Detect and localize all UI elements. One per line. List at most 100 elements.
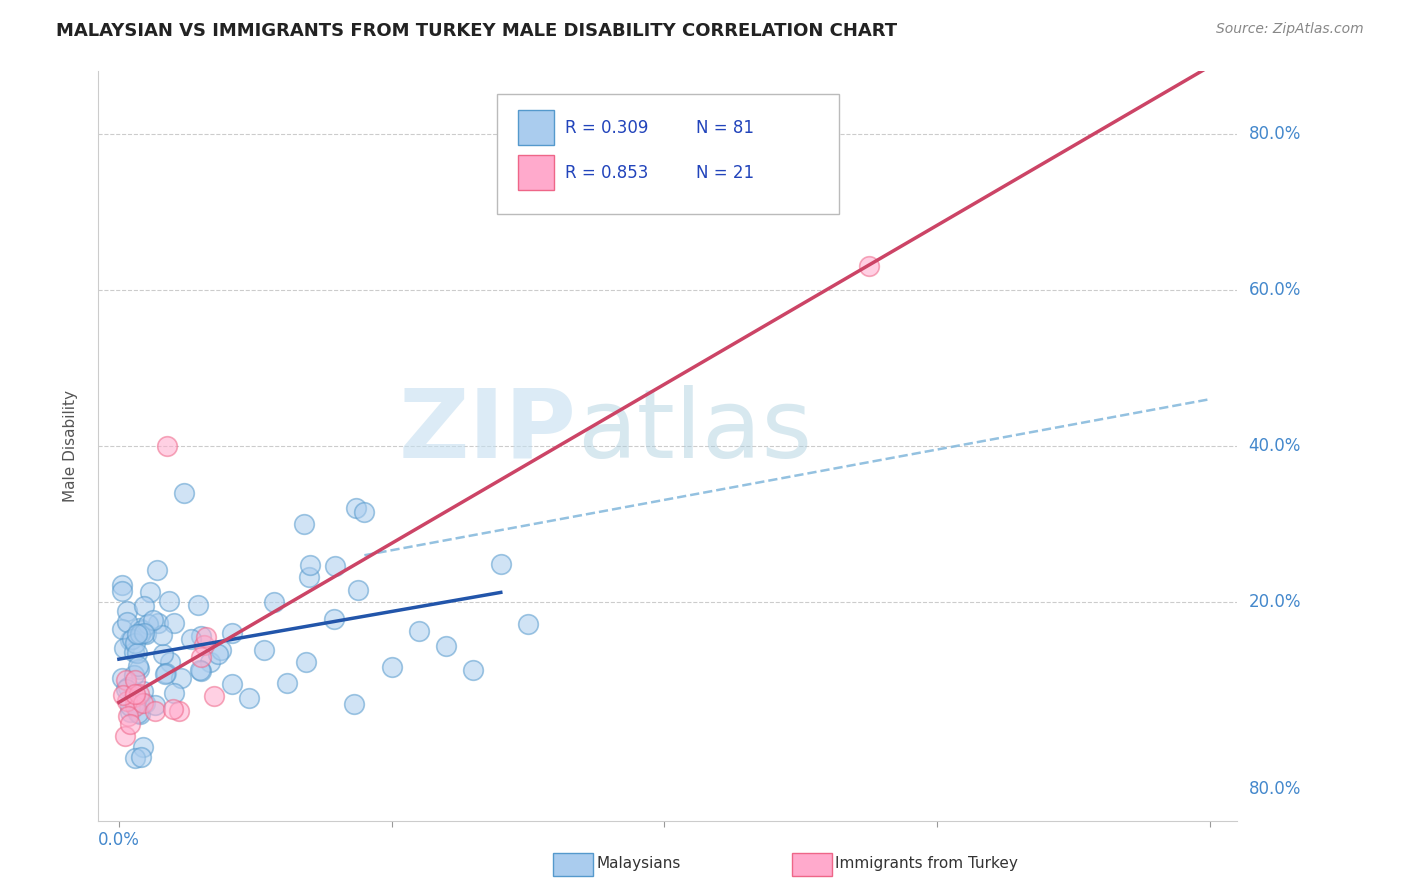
Text: 40.0%: 40.0% xyxy=(1249,437,1301,455)
Point xyxy=(190,650,212,665)
Point xyxy=(125,646,148,660)
Text: R = 0.853: R = 0.853 xyxy=(565,163,648,181)
Point xyxy=(344,501,367,516)
Point xyxy=(124,673,146,687)
Point xyxy=(163,685,186,699)
Point xyxy=(343,697,366,711)
Text: Malaysians: Malaysians xyxy=(596,856,681,871)
FancyBboxPatch shape xyxy=(498,94,839,214)
Text: ZIP: ZIP xyxy=(399,384,576,477)
Point xyxy=(190,630,212,644)
FancyBboxPatch shape xyxy=(517,111,554,145)
Point xyxy=(117,709,139,723)
Point xyxy=(145,563,167,577)
Point xyxy=(132,626,155,640)
Point xyxy=(408,624,430,638)
Y-axis label: Male Disability: Male Disability xyxy=(63,390,77,502)
Point xyxy=(122,668,145,682)
Point xyxy=(128,621,150,635)
Text: N = 21: N = 21 xyxy=(696,163,755,181)
Point xyxy=(157,594,180,608)
Point xyxy=(131,684,153,698)
Point xyxy=(517,616,540,631)
Point xyxy=(139,584,162,599)
Point xyxy=(145,698,167,712)
Point xyxy=(190,664,212,678)
Point xyxy=(124,699,146,714)
Point xyxy=(209,643,232,657)
Point xyxy=(128,662,150,676)
Text: 80.0%: 80.0% xyxy=(1249,125,1301,143)
Point xyxy=(110,583,132,598)
Point xyxy=(135,627,157,641)
Point xyxy=(252,643,274,657)
Point xyxy=(110,577,132,591)
Point xyxy=(121,632,143,646)
Point xyxy=(292,517,315,532)
Point xyxy=(128,626,150,640)
Point xyxy=(117,681,139,695)
Point xyxy=(295,655,318,669)
Point xyxy=(173,485,195,500)
Text: MALAYSIAN VS IMMIGRANTS FROM TURKEY MALE DISABILITY CORRELATION CHART: MALAYSIAN VS IMMIGRANTS FROM TURKEY MALE… xyxy=(56,22,897,40)
Point xyxy=(489,558,512,572)
Point xyxy=(134,696,156,710)
Point xyxy=(128,696,150,710)
Point xyxy=(152,647,174,661)
Text: 60.0%: 60.0% xyxy=(1249,281,1301,299)
Point xyxy=(238,690,260,705)
Point xyxy=(136,616,159,631)
Point xyxy=(124,686,146,700)
Point xyxy=(188,663,211,677)
Point xyxy=(167,704,190,718)
Point xyxy=(134,599,156,613)
Point xyxy=(163,616,186,631)
Point xyxy=(124,636,146,650)
Point xyxy=(124,751,146,765)
Point xyxy=(221,677,243,691)
Point xyxy=(115,694,138,708)
Point xyxy=(298,558,321,572)
Point xyxy=(263,595,285,609)
Point xyxy=(463,663,485,677)
Point xyxy=(170,672,193,686)
Point xyxy=(115,615,138,629)
Point xyxy=(323,612,346,626)
Point xyxy=(207,648,229,662)
Point xyxy=(114,682,136,697)
Text: N = 81: N = 81 xyxy=(696,119,755,136)
Text: atlas: atlas xyxy=(576,384,811,477)
Point xyxy=(115,673,138,688)
Point xyxy=(131,696,153,710)
FancyBboxPatch shape xyxy=(517,155,554,190)
Point xyxy=(110,623,132,637)
Point xyxy=(120,633,142,648)
Point xyxy=(202,689,225,703)
Point xyxy=(153,667,176,681)
Point xyxy=(128,687,150,701)
Point xyxy=(150,628,173,642)
Point xyxy=(131,740,153,755)
Point xyxy=(118,699,141,714)
Point xyxy=(156,439,179,453)
Point xyxy=(129,750,152,764)
Point xyxy=(124,695,146,709)
Point xyxy=(115,604,138,618)
Point xyxy=(131,623,153,637)
Point xyxy=(127,659,149,673)
Point xyxy=(112,640,135,655)
Point xyxy=(353,505,375,519)
Point xyxy=(346,582,368,597)
Point xyxy=(155,666,177,681)
Point xyxy=(146,616,169,631)
Point xyxy=(162,701,184,715)
Point xyxy=(221,626,243,640)
Text: 20.0%: 20.0% xyxy=(1249,593,1301,611)
Text: Immigrants from Turkey: Immigrants from Turkey xyxy=(835,856,1018,871)
Point xyxy=(858,260,880,274)
Point xyxy=(143,704,166,718)
Point xyxy=(325,559,347,574)
Point xyxy=(122,690,145,705)
Point xyxy=(127,626,149,640)
Point xyxy=(298,570,321,584)
